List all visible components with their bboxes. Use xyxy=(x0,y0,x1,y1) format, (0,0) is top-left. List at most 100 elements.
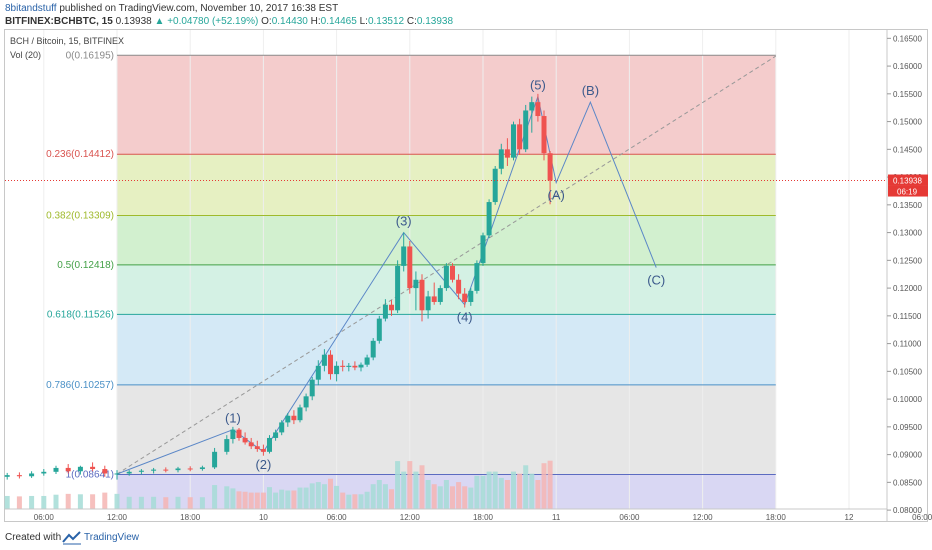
volume-bar xyxy=(303,487,309,509)
published-text: published on TradingView.com, November 1… xyxy=(59,3,339,14)
candle-body xyxy=(126,471,132,474)
time-tick-label: 06:00 xyxy=(34,513,55,522)
fib-zone-2 xyxy=(117,215,776,265)
volume-label: Vol (20) xyxy=(10,50,41,60)
low-value: 0.13512 xyxy=(367,16,405,27)
candle-body xyxy=(523,110,529,150)
candle-body xyxy=(486,202,492,236)
candle-body xyxy=(285,415,291,423)
volume-bar xyxy=(53,494,59,509)
candle-body xyxy=(41,471,47,474)
price-tick-label: 0.08000 xyxy=(893,506,922,515)
candle-body xyxy=(224,439,230,452)
volume-bar xyxy=(523,465,529,509)
chart-header: 8bitandstuff published on TradingView.co… xyxy=(0,0,932,28)
time-tick-label: 18:00 xyxy=(766,513,787,522)
volume-bar xyxy=(462,486,468,509)
fib-label-3: 0.5(0.12418) xyxy=(57,260,114,271)
candle-body xyxy=(352,365,358,368)
change-value: ▲ +0.04780 (+52.19%) xyxy=(154,16,259,27)
high-value: 0.14465 xyxy=(320,16,357,27)
volume-bar xyxy=(450,486,455,509)
volume-bar xyxy=(224,486,230,509)
price-tick-label: 0.15500 xyxy=(893,90,922,99)
volume-bar xyxy=(413,471,419,509)
candle-body xyxy=(254,446,260,450)
fib-label-0: 0(0.16195) xyxy=(66,50,114,61)
price-tick-label: 0.16500 xyxy=(893,34,922,43)
tradingview-logo-icon xyxy=(62,531,81,545)
publish-info: 8bitandstuff published on TradingView.co… xyxy=(5,3,338,14)
volume-bar xyxy=(480,475,486,509)
volume-bar xyxy=(321,484,327,509)
volume-bar xyxy=(443,480,449,509)
fib-zone-4 xyxy=(117,314,776,385)
candle-body xyxy=(163,469,169,471)
candle-body xyxy=(175,468,181,471)
last-price-tag xyxy=(888,174,928,186)
candle-body xyxy=(346,365,352,367)
volume-bar xyxy=(199,497,205,509)
price-tick-label: 0.13500 xyxy=(893,201,922,210)
candle-body xyxy=(456,279,462,294)
time-tick-label: 18:00 xyxy=(180,513,201,522)
price-tick-label: 0.09500 xyxy=(893,423,922,432)
candle-body xyxy=(102,469,108,474)
volume-bar xyxy=(425,480,431,509)
volume-bar xyxy=(492,471,498,509)
candle-body xyxy=(517,124,523,150)
time-tick-label: 12:00 xyxy=(107,513,128,522)
time-tick-label: 10 xyxy=(259,513,268,522)
volume-bar xyxy=(529,473,535,509)
volume-bar xyxy=(187,497,193,509)
volume-bar xyxy=(401,471,407,509)
volume-bar xyxy=(358,494,364,509)
wave-label: (1) xyxy=(225,411,241,426)
candle-body xyxy=(212,451,218,468)
volume-bar xyxy=(16,496,22,509)
volume-bar xyxy=(163,497,169,509)
candle-body xyxy=(315,365,321,380)
volume-bar xyxy=(242,491,248,509)
candle-body xyxy=(547,153,553,181)
fib-zone-0 xyxy=(117,55,776,155)
volume-bar xyxy=(309,483,315,509)
chart-frame[interactable] xyxy=(4,29,928,522)
candle-body xyxy=(90,466,96,470)
volume-bar xyxy=(340,492,346,509)
countdown-tag xyxy=(888,185,928,197)
tradingview-brand[interactable]: TradingView xyxy=(84,532,140,543)
volume-bar xyxy=(138,496,144,509)
volume-bar xyxy=(517,473,523,509)
volume-bar xyxy=(474,475,480,509)
fib-zone-5 xyxy=(117,384,776,475)
candle-body xyxy=(248,442,254,447)
volume-bar xyxy=(346,494,352,509)
candle-body xyxy=(4,475,10,477)
candle-body xyxy=(297,407,303,421)
symbol-label: BITFINEX:BCHBTC, 15 xyxy=(5,16,113,27)
candle-body xyxy=(474,263,480,291)
volume-bar xyxy=(382,484,388,509)
volume-bar xyxy=(65,493,71,509)
candle-body xyxy=(364,357,370,365)
candle-body xyxy=(151,469,157,471)
volume-bar xyxy=(41,495,47,509)
candle-body xyxy=(303,396,309,408)
price-chart[interactable]: 0(0.16195) 0.236(0.14412) 0.382(0.13309) 0.… xyxy=(0,0,932,528)
candle-body xyxy=(53,467,59,472)
fib-label-5: 0.786(0.10257) xyxy=(46,380,114,391)
candle-body xyxy=(29,473,35,477)
volume-bar xyxy=(151,496,157,509)
volume-bar xyxy=(315,482,321,509)
volume-bar xyxy=(126,496,132,509)
volume-bar xyxy=(230,488,236,509)
candle-body xyxy=(358,364,364,368)
volume-bar xyxy=(334,485,340,509)
countdown-tag-text: 06:19 xyxy=(897,188,918,197)
volume-bar xyxy=(511,471,516,509)
publisher-link[interactable]: 8bitandstuff xyxy=(5,3,57,14)
candle-body xyxy=(425,296,431,311)
volume-bar xyxy=(102,492,108,509)
volume-bar xyxy=(291,490,297,509)
